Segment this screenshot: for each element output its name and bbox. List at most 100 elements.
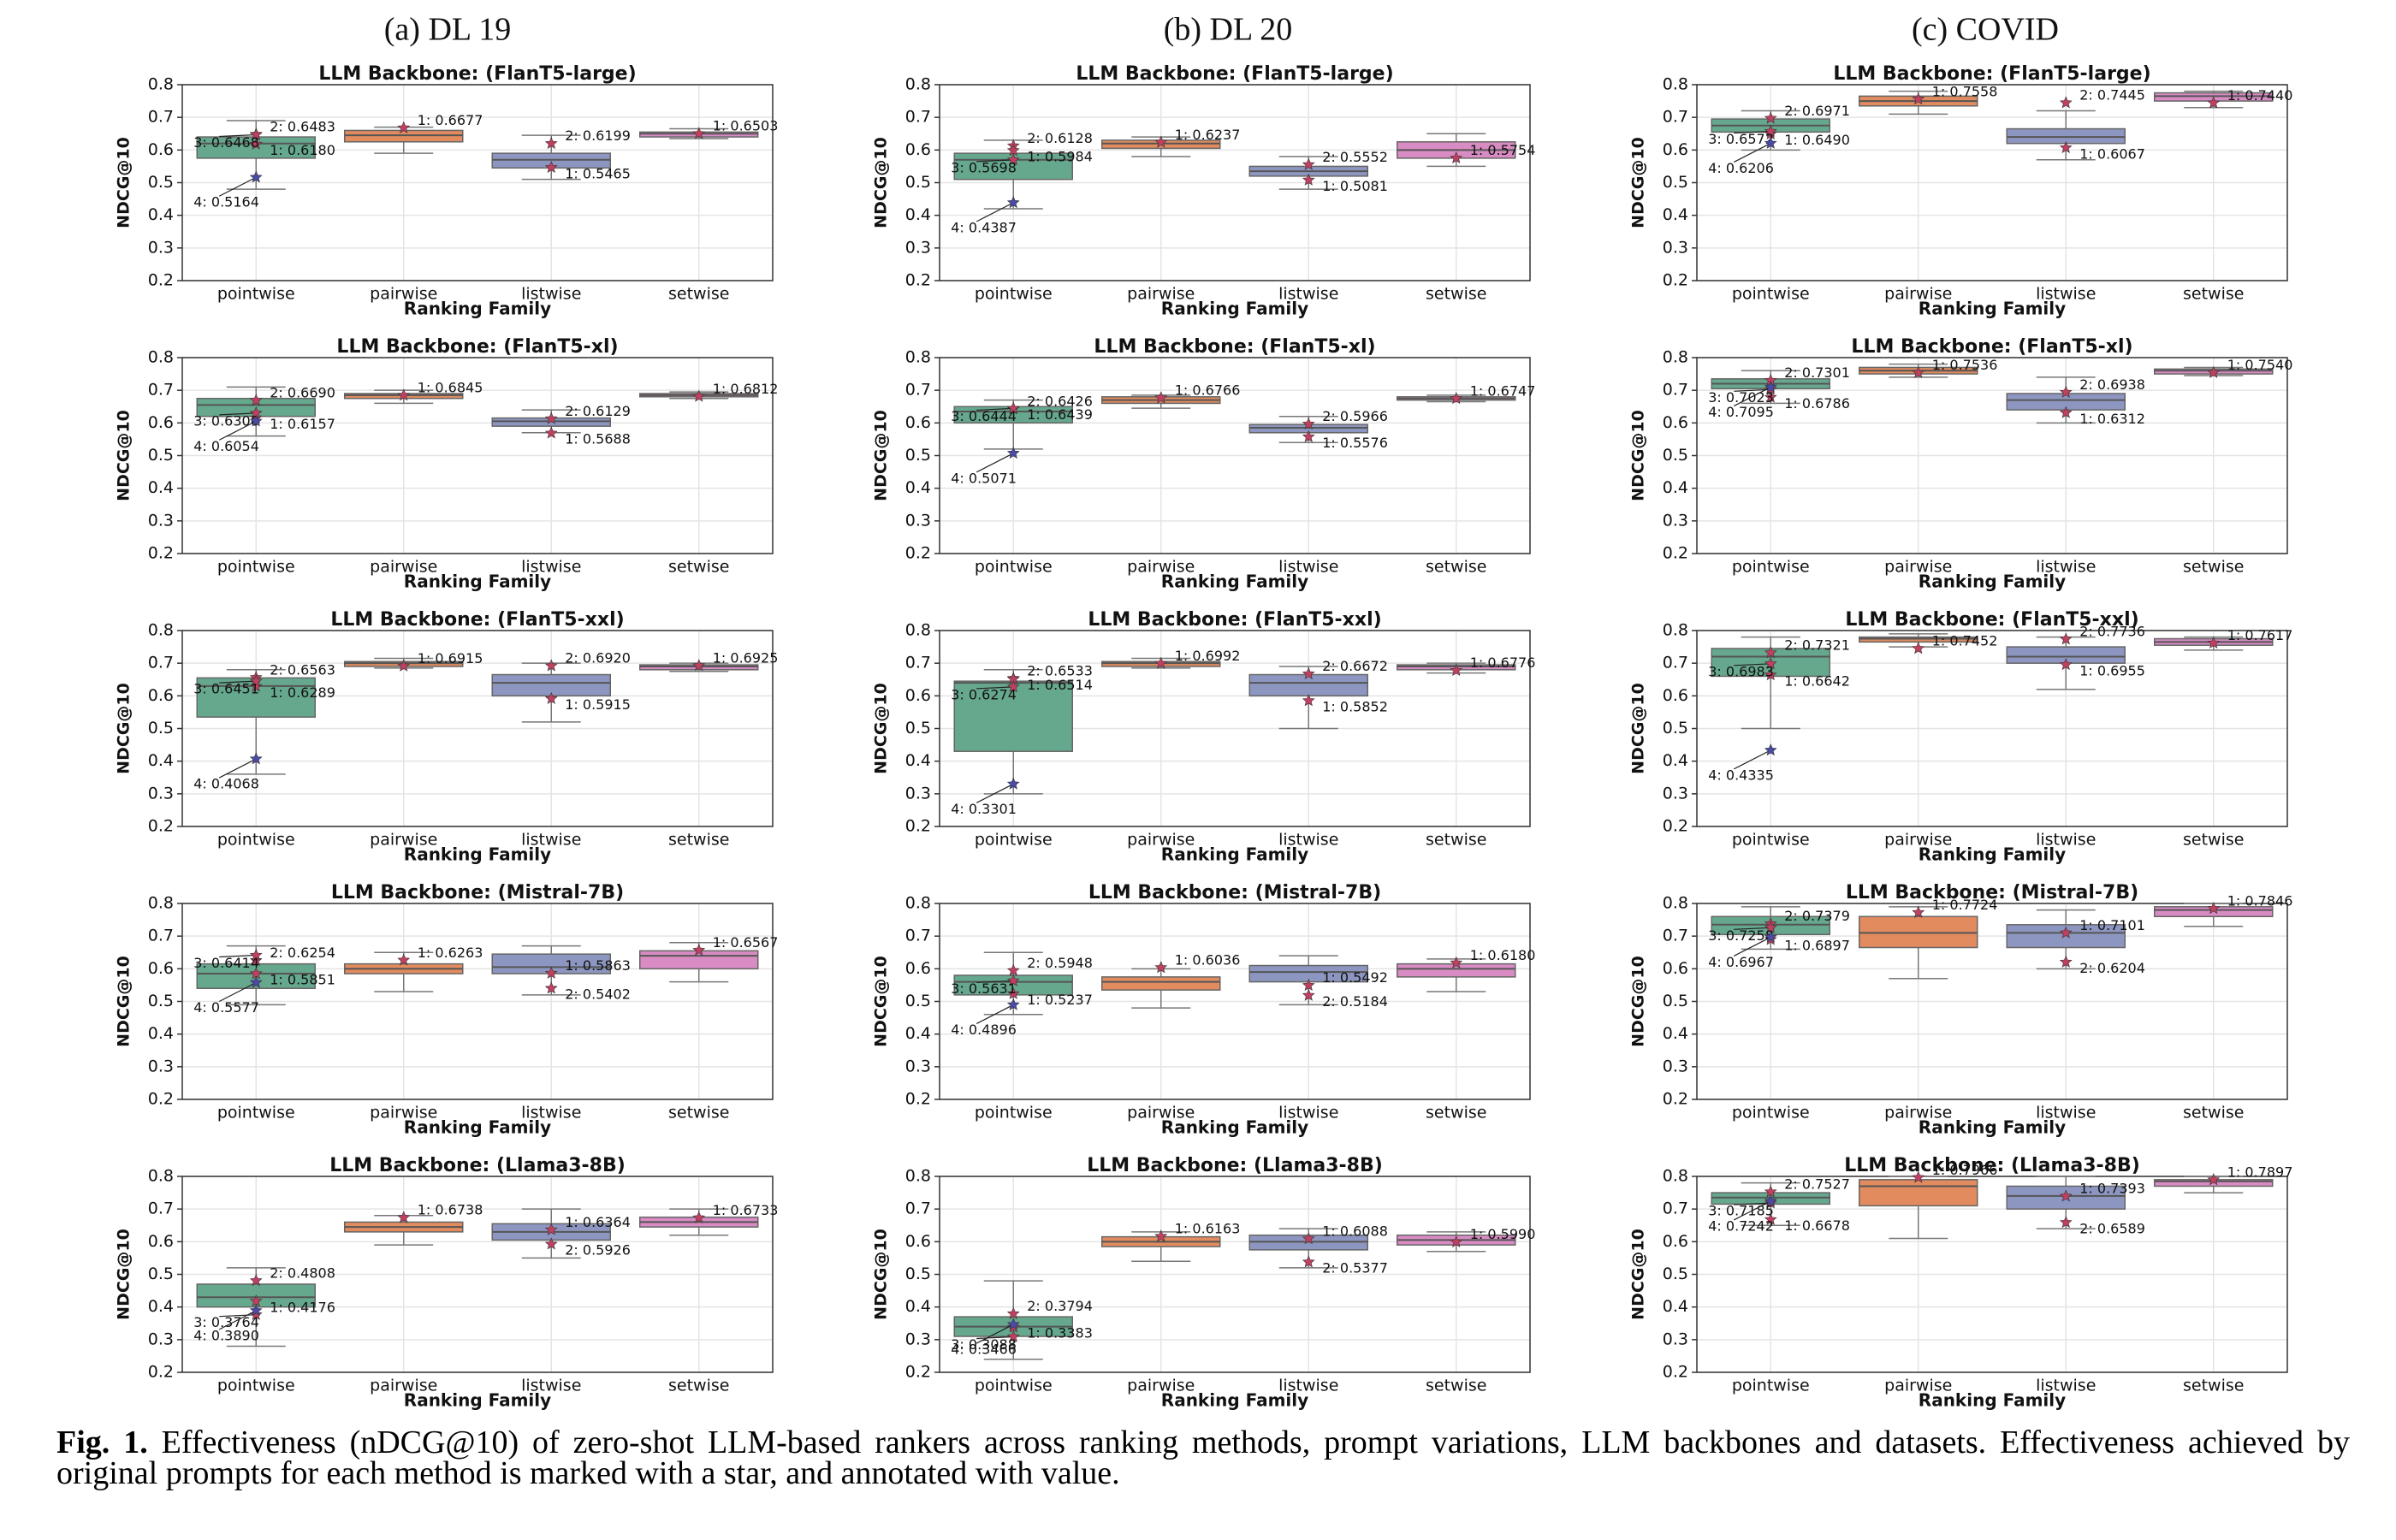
plot-frame	[1696, 630, 2288, 827]
annotation-label: 1: 0.5915	[565, 696, 631, 713]
star-marker	[2207, 902, 2221, 915]
y-tick-label: 0.4	[1663, 205, 1688, 224]
star-marker	[1302, 1255, 1315, 1268]
annotation-label: 4: 0.7095	[1708, 404, 1774, 420]
star-marker	[544, 161, 558, 174]
y-tick-label: 0.2	[1663, 271, 1688, 290]
star-marker	[1302, 429, 1315, 442]
x-tick-label: setwise	[1426, 1377, 1486, 1395]
y-axis-label: NDCG@10	[872, 956, 891, 1047]
y-tick-label: 0.6	[148, 413, 174, 432]
y-tick-label: 0.4	[905, 1297, 931, 1316]
annotation-label: 2: 0.7736	[2079, 624, 2145, 640]
annotation-label: 1: 0.6776	[1470, 654, 1536, 671]
annotation-label: 1: 0.7536	[1932, 357, 1998, 373]
star-marker	[397, 659, 411, 672]
y-tick-label: 0.5	[1663, 173, 1688, 192]
plot-frame	[939, 357, 1531, 554]
x-axis-label: Ranking Family	[1919, 1117, 2066, 1138]
x-axis-label: Ranking Family	[1161, 1117, 1308, 1138]
annotation-label: 3: 0.6414	[193, 955, 259, 971]
star-marker	[1764, 111, 1777, 124]
x-tick-label: pointwise	[1732, 558, 1810, 577]
y-tick-label: 0.5	[148, 173, 174, 192]
annotation-label: 1: 0.6439	[1027, 406, 1093, 423]
star-marker	[2059, 926, 2073, 939]
annotation-arrow	[219, 954, 257, 958]
annotation-arrow	[219, 133, 257, 138]
star-marker	[1302, 157, 1315, 170]
y-tick-label: 0.5	[1663, 992, 1688, 1010]
y-tick-label: 0.3	[905, 784, 931, 803]
star-marker	[2059, 406, 2073, 418]
x-tick-label: pairwise	[1884, 558, 1952, 577]
y-tick-label: 0.4	[1663, 1024, 1688, 1043]
annotation-arrow	[219, 412, 257, 416]
star-marker	[1450, 392, 1463, 405]
star-marker	[1302, 694, 1315, 707]
star-marker	[1154, 656, 1168, 669]
x-tick-label: listwise	[1278, 285, 1338, 304]
annotation-label: 1: 0.6567	[713, 934, 779, 951]
y-tick-label: 0.5	[905, 719, 931, 737]
x-tick-label: pairwise	[1884, 1104, 1952, 1122]
x-tick-label: pointwise	[1732, 1377, 1810, 1395]
star-marker	[2207, 1173, 2221, 1186]
y-axis-label: NDCG@10	[1629, 1229, 1648, 1320]
star-marker	[1764, 1212, 1777, 1225]
x-tick-label: pairwise	[1127, 831, 1195, 850]
x-tick-label: listwise	[521, 558, 581, 577]
annotation-label: 2: 0.5184	[1322, 993, 1388, 1010]
annotation-label: 1: 0.7724	[1932, 897, 1998, 913]
chart-title: LLM Backbone: (FlanT5-large)	[1833, 63, 2150, 85]
annotation-label: 4: 0.3466	[951, 1342, 1017, 1358]
plot-frame	[1696, 357, 2288, 554]
y-axis-label: NDCG@10	[115, 956, 133, 1047]
annotation-label: 3: 0.7023	[1708, 389, 1774, 406]
y-axis-label: NDCG@10	[1629, 683, 1648, 774]
star-marker	[249, 1294, 263, 1307]
annotation-arrow	[218, 1310, 257, 1330]
plot-frame	[181, 630, 774, 827]
y-tick-label: 0.7	[1663, 381, 1688, 400]
annotation-label: 4: 0.5164	[193, 194, 259, 210]
x-tick-label: pointwise	[1732, 1104, 1810, 1122]
star-marker	[1154, 135, 1168, 148]
annotation-label: 3: 0.7258	[1708, 927, 1774, 944]
y-tick-label: 0.7	[1663, 927, 1688, 945]
star-marker	[249, 679, 263, 692]
y-tick-label: 0.7	[905, 927, 931, 945]
y-tick-label: 0.4	[1663, 478, 1688, 497]
x-tick-label: listwise	[1278, 558, 1338, 577]
star-marker	[692, 389, 706, 402]
y-tick-label: 0.7	[905, 108, 931, 127]
y-tick-label: 0.4	[148, 205, 174, 224]
x-tick-label: pairwise	[370, 558, 437, 577]
annotation-label: 1: 0.6845	[418, 380, 483, 396]
annotation-label: 1: 0.5576	[1322, 435, 1388, 451]
y-tick-label: 0.3	[148, 1057, 174, 1075]
annotation-label: 1: 0.6067	[2079, 145, 2145, 162]
y-tick-label: 0.7	[905, 654, 931, 672]
x-tick-label: setwise	[668, 1377, 729, 1395]
star-marker	[1764, 646, 1777, 659]
star-marker	[1764, 668, 1777, 681]
y-tick-label: 0.3	[1663, 1330, 1688, 1348]
annotation-label: 2: 0.5402	[565, 986, 631, 1003]
annotation-arrow	[1733, 142, 1771, 163]
annotation-label: 1: 0.7846	[2227, 892, 2293, 909]
star-marker	[544, 981, 558, 994]
annotation-label: 1: 0.6312	[2079, 411, 2145, 427]
plot-frame	[181, 84, 774, 281]
annotation-label: 2: 0.5377	[1322, 1260, 1388, 1276]
chart-title: LLM Backbone: (Mistral-7B)	[331, 882, 624, 903]
annotation-label: 1: 0.6766	[1175, 382, 1241, 399]
y-tick-label: 0.6	[148, 686, 174, 705]
x-tick-label: pairwise	[370, 1104, 437, 1122]
annotation-label: 3: 0.5698	[951, 159, 1017, 175]
plot-frame	[1696, 84, 2288, 281]
star-marker	[2059, 385, 2073, 398]
y-tick-label: 0.5	[1663, 446, 1688, 465]
annotation-label: 1: 0.6490	[1784, 132, 1850, 148]
y-tick-label: 0.2	[148, 817, 174, 836]
